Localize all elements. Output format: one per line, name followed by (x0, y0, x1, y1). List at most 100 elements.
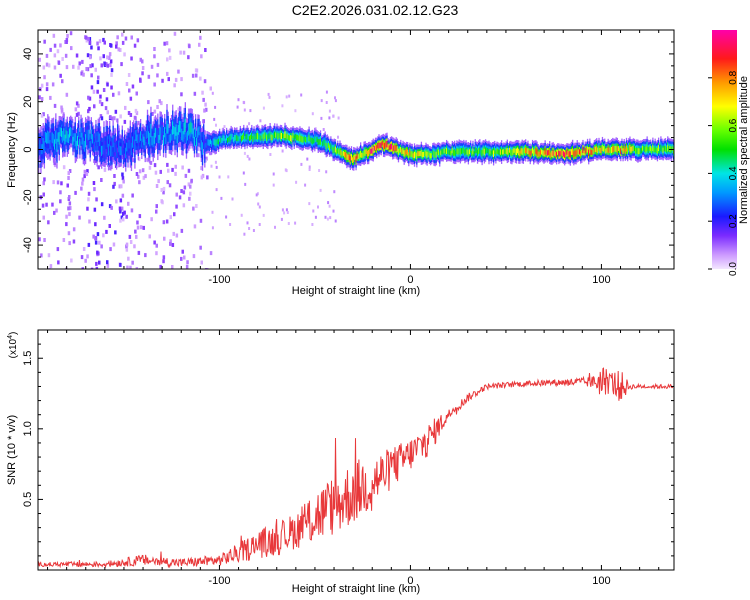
heatmap-cell (455, 150, 457, 157)
heatmap-cell (199, 218, 203, 223)
heatmap-cell (254, 135, 256, 141)
heatmap-cell (648, 146, 651, 152)
heatmap-cell (110, 85, 113, 90)
heatmap-cell (515, 148, 518, 156)
heatmap-cell (479, 147, 481, 154)
heatmap-cell (318, 139, 321, 145)
heatmap-cell (291, 135, 293, 142)
heatmap-cell (198, 42, 201, 47)
heatmap-cell (121, 193, 125, 198)
heatmap-cell (439, 151, 441, 159)
heatmap-cell (75, 112, 79, 117)
heatmap-cell (452, 149, 455, 156)
heatmap-cell (223, 125, 226, 129)
spectrogram-ylabel: Frequency (Hz) (6, 112, 18, 188)
heatmap-cell (374, 144, 377, 151)
heatmap-cell (584, 148, 586, 154)
heatmap-cell (88, 96, 92, 101)
heatmap-cell (431, 153, 433, 159)
heatmap-cell (125, 82, 129, 86)
heatmap-cell (470, 147, 472, 153)
heatmap-cell (408, 152, 410, 159)
y-tick-label: -20 (22, 189, 34, 205)
heatmap-cell (578, 149, 581, 155)
heatmap-cell (142, 134, 144, 143)
heatmap-cell (205, 156, 208, 161)
heatmap-cell (177, 107, 180, 112)
heatmap-cell (166, 120, 168, 134)
heatmap-cell (128, 234, 132, 239)
heatmap-cell (166, 71, 169, 76)
heatmap-cell (98, 39, 102, 44)
heatmap-cell (83, 140, 86, 152)
snr-scale-label: (x104) (7, 332, 19, 359)
heatmap-cell (138, 180, 141, 185)
y-tick-label: 1.0 (22, 421, 34, 436)
heatmap-cell (220, 137, 222, 143)
heatmap-cell (185, 264, 189, 269)
heatmap-cell (615, 145, 617, 153)
heatmap-cell (317, 205, 319, 209)
heatmap-cell (599, 147, 601, 154)
heatmap-cell (312, 130, 315, 134)
heatmap-cell (144, 253, 147, 258)
heatmap-cell (195, 73, 198, 78)
heatmap-cell (508, 147, 511, 153)
heatmap-cell (106, 263, 110, 268)
heatmap-cell (333, 190, 336, 194)
heatmap-cell (661, 146, 663, 153)
heatmap-cell (217, 138, 220, 145)
heatmap-cell (40, 143, 42, 157)
heatmap-cell (329, 145, 331, 151)
heatmap-cell (495, 150, 497, 157)
heatmap-cell (536, 149, 538, 156)
heatmap-cell (394, 145, 396, 151)
heatmap-cell (106, 110, 109, 115)
heatmap-cell (663, 145, 665, 152)
heatmap-cell (349, 155, 351, 163)
heatmap-cell (200, 260, 203, 265)
heatmap-cell (239, 133, 241, 139)
heatmap-cell (365, 149, 368, 155)
heatmap-cell (201, 142, 204, 155)
heatmap-cell (530, 150, 533, 156)
heatmap-cell (520, 148, 522, 154)
heatmap-cell (268, 133, 270, 139)
heatmap-cell (104, 106, 108, 111)
heatmap-cell (395, 144, 397, 152)
heatmap-cell (325, 143, 327, 150)
heatmap-cell (168, 183, 172, 188)
heatmap-cell (101, 145, 103, 156)
heatmap-cell (635, 148, 637, 154)
heatmap-cell (525, 147, 527, 154)
heatmap-cell (89, 120, 92, 124)
heatmap-cell (151, 112, 154, 116)
heatmap-cell (267, 92, 270, 96)
heatmap-cell (204, 102, 207, 107)
heatmap-cell (188, 123, 190, 136)
heatmap-cell (157, 179, 160, 184)
heatmap-cell (425, 150, 427, 157)
heatmap-cell (209, 251, 213, 256)
heatmap-cell (608, 147, 610, 154)
heatmap-cell (280, 217, 283, 221)
heatmap-cell (456, 148, 458, 155)
heatmap-cell (338, 149, 340, 155)
heatmap-cell (311, 137, 314, 145)
heatmap-cell (243, 132, 245, 139)
heatmap-cell (630, 146, 632, 153)
heatmap-cell (129, 96, 133, 101)
heatmap-cell (100, 102, 104, 107)
heatmap-cell (559, 151, 561, 157)
heatmap-cell (56, 138, 58, 152)
heatmap-cell (203, 108, 206, 113)
heatmap-cell (215, 123, 217, 127)
heatmap-cell (155, 209, 158, 214)
heatmap-cell (518, 148, 520, 156)
heatmap-cell (74, 107, 78, 112)
heatmap-cell (314, 215, 317, 219)
colorbar-tick-label: 0.8 (728, 70, 739, 84)
heatmap-cell (200, 166, 203, 171)
heatmap-cell (420, 150, 423, 157)
heatmap-cell (489, 148, 491, 155)
